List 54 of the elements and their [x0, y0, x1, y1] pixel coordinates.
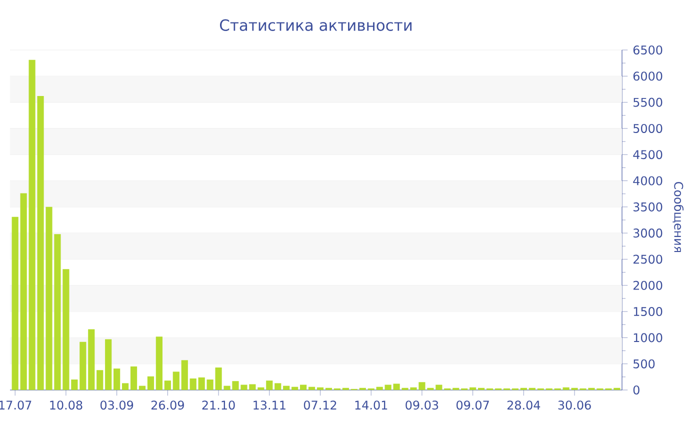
bar: [147, 376, 154, 390]
bar: [88, 329, 95, 390]
bar: [105, 339, 112, 390]
bar: [198, 377, 205, 390]
y-tick-label: 4000: [633, 176, 662, 186]
x-tick-label: 30.06: [558, 400, 591, 410]
bar: [172, 372, 180, 390]
y-axis-title: Сообщения: [672, 182, 684, 252]
bar: [274, 383, 282, 390]
x-tick-label: 09.07: [456, 400, 489, 410]
y-tick-label: 5500: [634, 98, 662, 107]
bar: [138, 386, 146, 390]
y-tick-label: 3000: [634, 228, 662, 238]
y-tick-label: 6500: [633, 45, 662, 55]
bar: [96, 370, 104, 390]
y-tick-label: 5000: [634, 124, 662, 133]
bar: [164, 380, 171, 390]
x-tick-label: 13.11: [254, 400, 286, 410]
bar: [114, 368, 120, 390]
bar: [283, 386, 290, 390]
bar: [181, 360, 188, 390]
bar: [156, 336, 162, 390]
y-tick-label: 1500: [634, 307, 662, 316]
bar: [258, 387, 264, 390]
bar: [308, 386, 316, 390]
y-tick-label: 1000: [634, 333, 662, 342]
bar: [266, 380, 273, 390]
bar: [436, 384, 442, 390]
bar: [470, 387, 476, 390]
chart-title: Статистика активности: [220, 19, 412, 31]
bar: [190, 378, 196, 390]
bar: [292, 386, 298, 390]
y-tick-label: 4500: [633, 150, 662, 160]
y-tick-label: 3500: [634, 202, 662, 212]
bar: [130, 366, 138, 390]
y-tick-label: 2000: [633, 280, 662, 290]
bar: [80, 342, 86, 390]
bar: [376, 386, 383, 390]
bar: [316, 387, 324, 390]
y-tick-label: 0: [633, 385, 640, 395]
x-tick-label: 26.09: [151, 400, 184, 410]
x-tick-label: 28.04: [507, 400, 540, 410]
bar: [122, 383, 129, 390]
y-tick-label: 2500: [633, 254, 662, 264]
x-tick-label: 10.08: [50, 400, 82, 410]
x-tick-label: 21.10: [202, 400, 235, 410]
x-tick-label: 09.03: [406, 400, 438, 410]
x-tick-label: 03.09: [100, 400, 134, 410]
y-tick-label: 6000: [633, 72, 662, 81]
x-tick-label: 07.12: [304, 400, 336, 410]
y-tick-label: 500: [634, 359, 655, 368]
x-tick-label: 14.01: [355, 400, 388, 410]
bar: [300, 384, 307, 390]
bar: [12, 216, 18, 390]
